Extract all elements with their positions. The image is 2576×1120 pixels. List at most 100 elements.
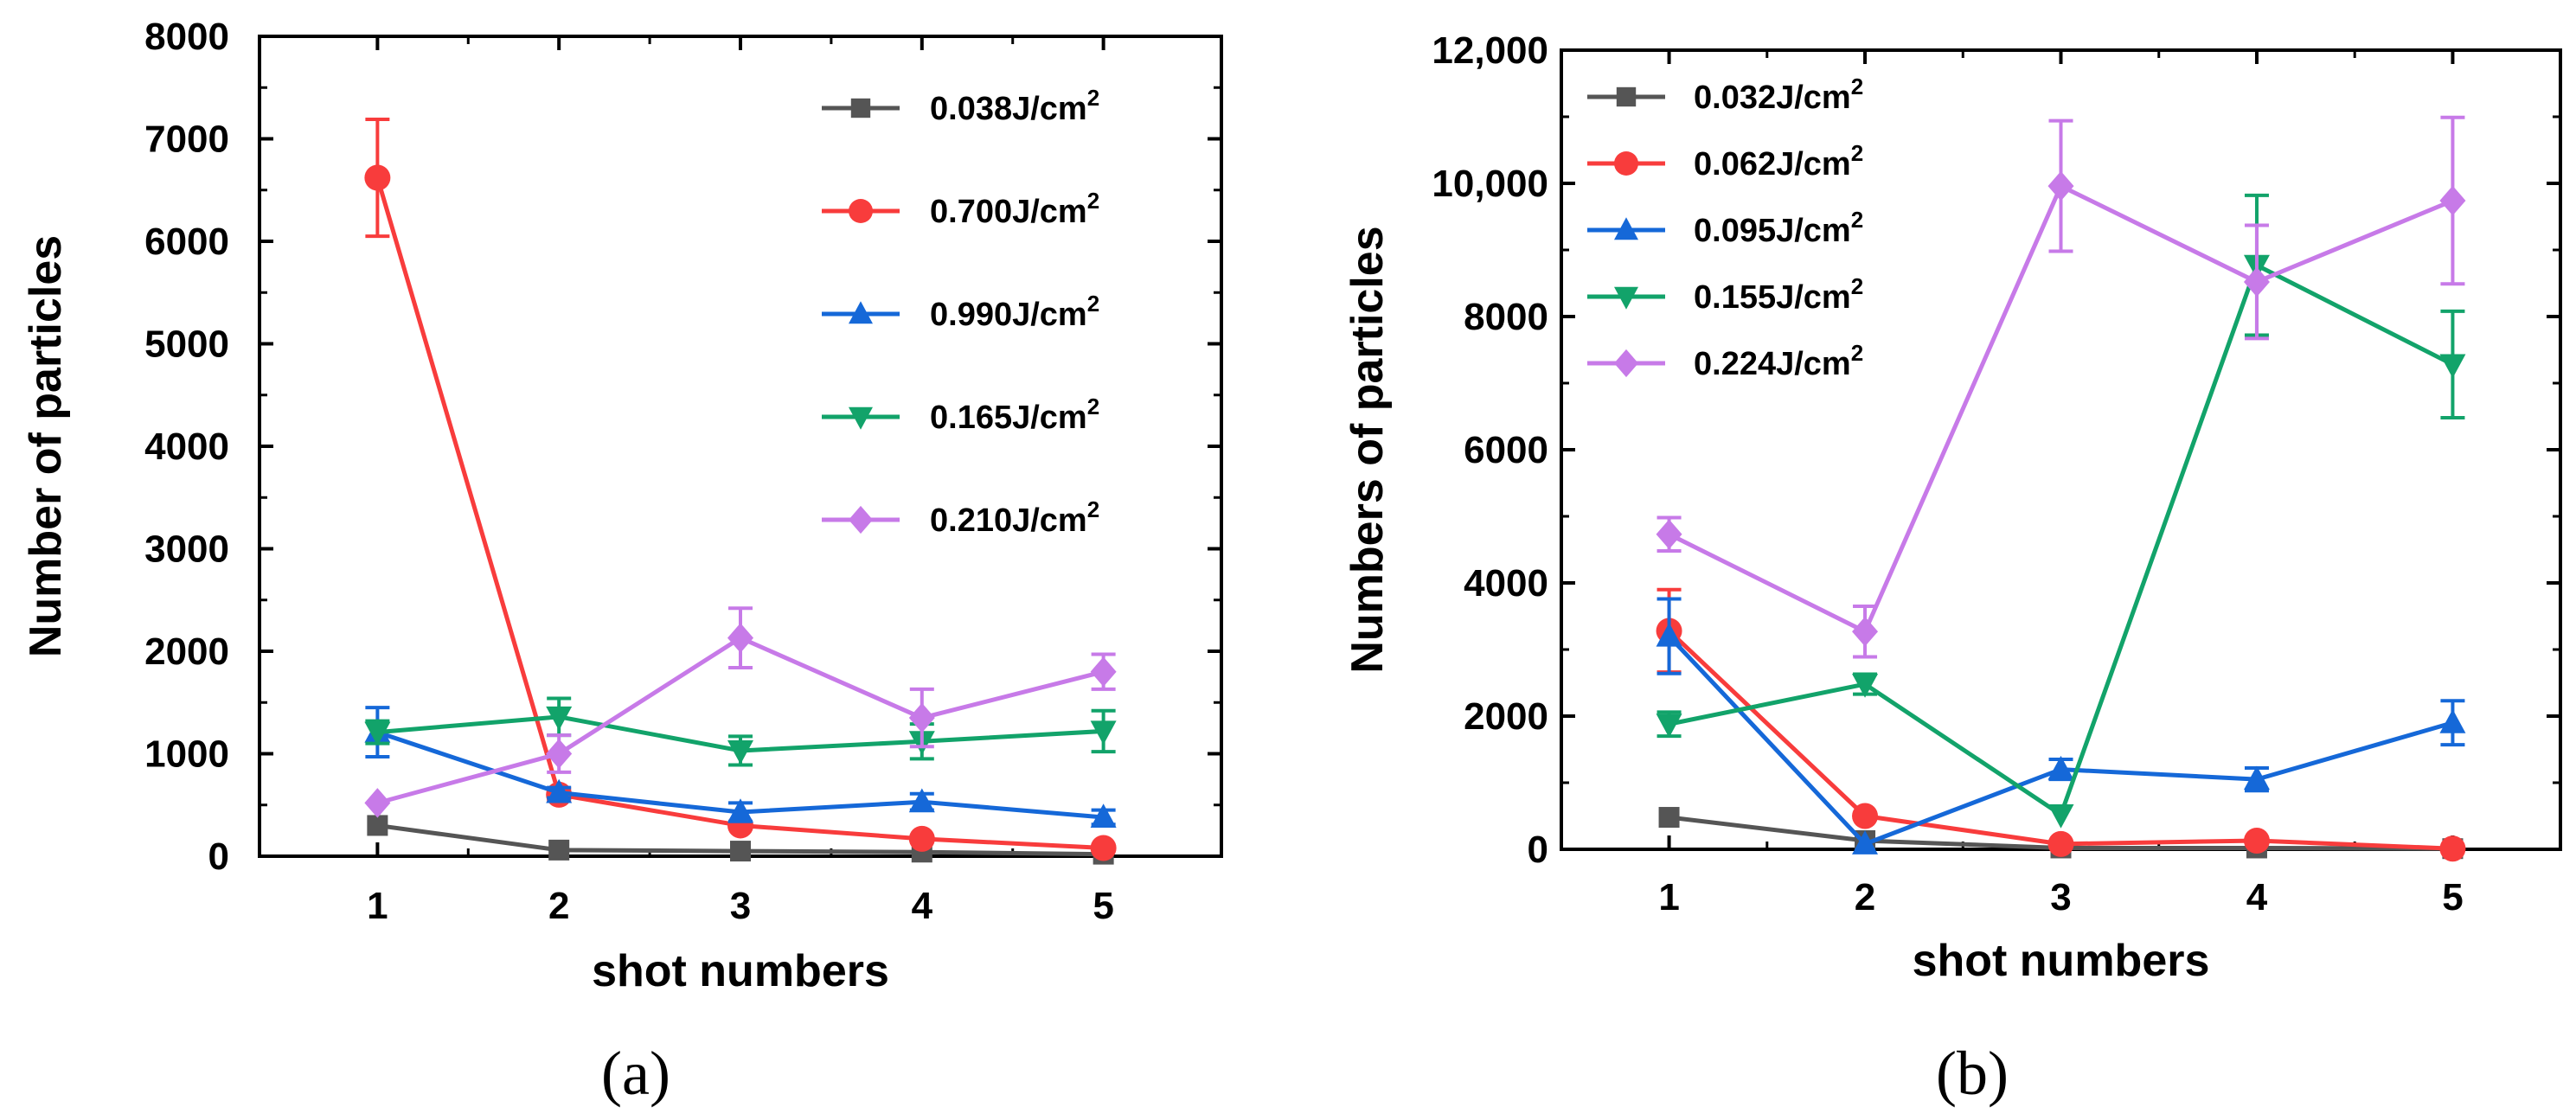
legend-label-superscript: 2 [1087,496,1099,522]
y-tick-label: 1000 [144,733,229,776]
y-tick-label: 2000 [1464,695,1548,738]
y-tick-label: 12,000 [1432,29,1548,72]
data-point [908,788,935,813]
data-point [364,164,391,191]
data-point [546,778,573,803]
legend-label: 0.990J/cm2 [930,291,1099,333]
data-point [1852,674,1879,698]
y-tick-label: 2000 [144,630,229,673]
x-tick-label: 3 [2050,876,2071,918]
x-tick-label: 2 [548,885,569,927]
legend-label: 0.095J/cm2 [1694,207,1863,249]
y-tick-label: 5000 [144,323,229,366]
legend-label-superscript: 2 [1087,291,1099,317]
x-tick-label: 1 [1658,876,1679,918]
panel-label: (a) [601,1039,670,1108]
series-4: 0.165J/cm2 [364,394,1117,767]
legend-label-superscript: 2 [1087,188,1099,214]
legend-marker [849,505,873,534]
y-tick-label: 3000 [144,528,229,571]
x-tick-label: 5 [2442,876,2463,918]
data-point [1656,714,1682,738]
data-point [1090,835,1117,861]
series-1: 0.038J/cm2 [367,85,1114,865]
legend-label-superscript: 2 [1851,207,1863,233]
y-tick-label: 0 [1528,829,1548,871]
legend-marker [1614,349,1638,378]
data-point [2047,830,2074,857]
series-2: 0.062J/cm2 [1587,140,2466,862]
data-point [908,702,935,733]
data-point [2243,827,2270,854]
x-tick-label: 5 [1093,885,1113,927]
data-point [367,815,388,836]
legend-marker [849,199,873,223]
legend-marker [1614,217,1638,240]
data-point [2047,803,2074,829]
data-point [1852,616,1879,647]
y-tick-label: 8000 [1464,296,1548,338]
panel-label: (b) [1936,1039,2009,1108]
data-point [2243,266,2270,298]
series-4: 0.155J/cm2 [1587,193,2466,829]
y-tick-label: 6000 [144,221,229,263]
data-point [727,739,753,765]
data-point [2047,755,2074,780]
legend-label: 0.700J/cm2 [930,188,1099,230]
legend-label-superscript: 2 [1087,85,1099,111]
data-point [2439,835,2466,862]
x-tick-label: 1 [367,885,388,927]
series-3: 0.990J/cm2 [364,291,1117,828]
legend-label-superscript: 2 [1851,340,1863,366]
chart-panel-b: 0 2000 4000 6000 8000 10,000 12,000 1 2 3 4 5 shot n… [1342,29,2562,1108]
series-5: 0.224J/cm2 [1587,115,2466,659]
data-point [727,798,753,823]
legend-label: 0.224J/cm2 [1694,340,1863,382]
legend-label-superscript: 2 [1851,74,1863,99]
data-point [1090,803,1117,828]
legend-marker [1616,86,1637,107]
data-point [2439,708,2466,733]
y-tick-label: 0 [208,835,229,878]
data-point [2439,185,2466,216]
y-tick-label: 4000 [144,426,229,468]
y-tick-label: 6000 [1464,429,1548,471]
legend-marker [849,301,873,324]
data-point [364,788,391,818]
legend-label: 0.210J/cm2 [930,496,1099,539]
y-axis-title: Number of particles [21,235,71,657]
data-point [1852,830,1879,854]
data-point [546,739,573,769]
data-point [727,623,753,653]
y-tick-label: 10,000 [1432,163,1548,205]
y-axis-title: Numbers of particles [1342,226,1393,673]
y-tick-label: 4000 [1464,562,1548,605]
series-1: 0.032J/cm2 [1587,74,2464,860]
legend-label: 0.062J/cm2 [1694,140,1863,182]
series-5: 0.210J/cm2 [364,496,1117,818]
y-tick-label: 7000 [144,118,229,161]
legend-marker [849,406,873,430]
data-point [1656,519,1682,550]
x-tick-label: 4 [2246,876,2268,918]
x-tick-label: 4 [912,885,933,927]
legend-label: 0.032J/cm2 [1694,74,1863,116]
legend-marker [850,98,871,118]
legend-marker [1614,286,1638,310]
data-point [1090,720,1117,746]
data-point [2243,765,2270,790]
legend-label-superscript: 2 [1851,140,1863,166]
legend-label: 0.155J/cm2 [1694,273,1863,316]
legend-label: 0.165J/cm2 [930,394,1099,436]
data-point [1658,807,1680,829]
data-point [1090,656,1117,687]
data-point [908,825,935,852]
data-point [548,839,570,861]
chart-panel-a: 0 1000 2000 3000 4000 5000 6000 7000 8000 1 2 3 4 5 sh… [21,16,1223,1108]
data-point [730,841,751,862]
legend-marker [1614,151,1638,176]
x-tick-label: 3 [730,885,751,927]
legend-label-superscript: 2 [1851,273,1863,299]
legend-label: 0.038J/cm2 [930,85,1099,127]
